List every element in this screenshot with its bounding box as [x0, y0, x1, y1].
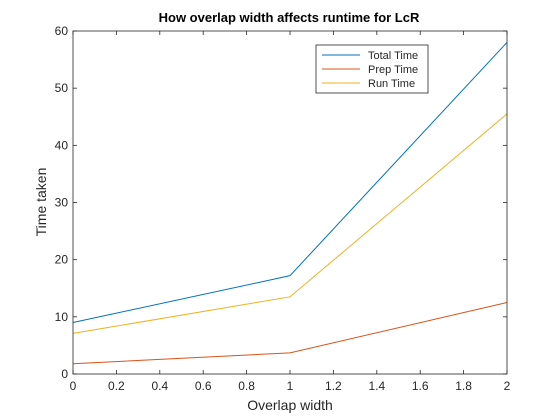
y-tick-label: 10 [55, 310, 69, 324]
x-tick-label: 2 [504, 379, 511, 393]
y-tick-label: 50 [55, 81, 69, 95]
chart-title: How overlap width affects runtime for Lc… [159, 10, 420, 25]
x-tick-label: 0.2 [108, 379, 125, 393]
x-tick-label: 0.4 [151, 379, 168, 393]
y-tick-label: 60 [55, 24, 69, 38]
x-tick-label: 0.6 [195, 379, 212, 393]
x-tick-label: 1.8 [455, 379, 472, 393]
legend: Total Time Prep Time Run Time [316, 45, 428, 93]
y-axis-label: Time taken [33, 168, 49, 237]
y-tick-label: 30 [55, 196, 69, 210]
legend-label-prep-time: Prep Time [368, 64, 418, 76]
x-axis-label: Overlap width [247, 397, 333, 413]
legend-label-total-time: Total Time [368, 50, 418, 62]
x-tick-label: 0.8 [238, 379, 255, 393]
x-tick-label: 1.2 [325, 379, 342, 393]
y-tick-label: 40 [55, 138, 69, 152]
y-tick-label: 20 [55, 253, 69, 267]
x-tick-label: 1.4 [368, 379, 385, 393]
x-tick-label: 1.6 [412, 379, 429, 393]
legend-label-run-time: Run Time [368, 78, 415, 90]
x-tick-label: 1 [287, 379, 294, 393]
x-tick-label: 0 [70, 379, 77, 393]
y-tick-label: 0 [61, 367, 68, 381]
